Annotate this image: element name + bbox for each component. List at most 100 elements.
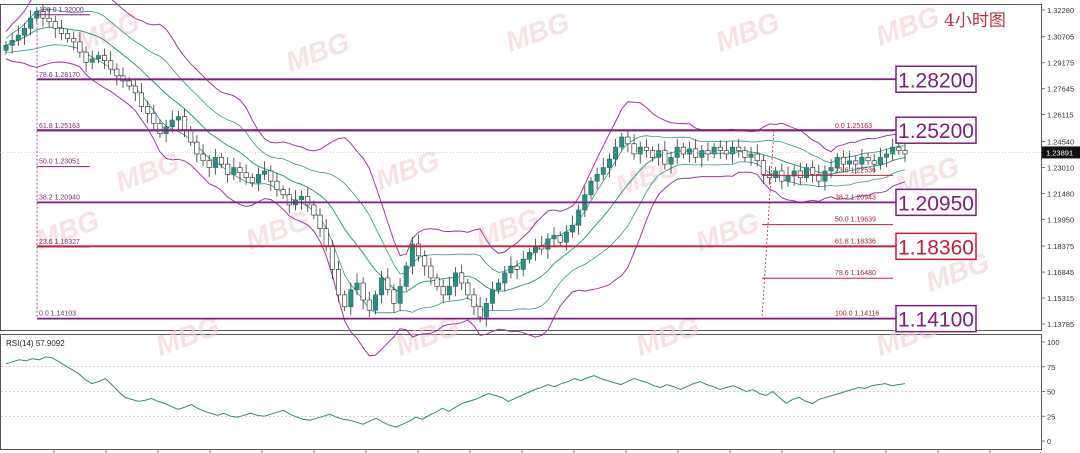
- candle-body: [711, 146, 717, 155]
- rsi-tick-label: 100: [1047, 338, 1060, 347]
- candle-body: [299, 196, 305, 201]
- fib-left-label: 78.6 1.28170: [39, 72, 80, 79]
- fib-left-label: 38.2 1.20940: [39, 195, 80, 202]
- candle-body: [305, 196, 311, 206]
- candle-body: [902, 150, 908, 155]
- candle-body: [514, 265, 520, 270]
- candle-body: [477, 306, 483, 318]
- rsi-tick-label: 0: [1047, 437, 1051, 446]
- candle-body: [489, 289, 495, 304]
- candle-body: [52, 21, 58, 29]
- key-level-box: [895, 304, 977, 333]
- candle-body: [520, 258, 526, 270]
- bollinger-inner-upper: [5, 8, 906, 275]
- fib-right-label: 50.0 1.19639: [835, 217, 876, 224]
- key-level-label: 1.28200: [898, 69, 974, 92]
- candle-body: [563, 231, 569, 243]
- fib-right-label: 0.0 1.25163: [835, 123, 872, 130]
- candle-body: [249, 177, 255, 184]
- price-tick-label: 1.21480: [1047, 189, 1074, 198]
- fib-left-label: 23.6 1.18327: [39, 239, 80, 246]
- candle-body: [884, 153, 890, 158]
- key-level-box: [895, 232, 977, 261]
- candle-body: [717, 146, 723, 151]
- fib-right-label: 100.0 1.14116: [835, 310, 879, 317]
- candle-body: [760, 160, 766, 175]
- price-tick-label: 1.23010: [1047, 163, 1074, 172]
- candle-body: [206, 160, 212, 168]
- candle-body: [742, 150, 748, 158]
- candle-body: [465, 282, 471, 296]
- candle-body: [785, 175, 791, 182]
- candle-body: [9, 39, 15, 46]
- candle-body: [545, 238, 551, 250]
- watermark-text: MBG: [711, 6, 783, 57]
- candle-body: [65, 33, 71, 39]
- candle-body: [446, 286, 452, 296]
- candle-body: [877, 157, 883, 165]
- candle-body: [231, 167, 237, 175]
- candle-body: [77, 41, 83, 53]
- time-axis-ticks: [53, 449, 991, 453]
- candle-body: [200, 153, 206, 162]
- candle-body: [403, 265, 409, 287]
- watermark-text: MBG: [371, 144, 443, 195]
- key-level-box: [895, 65, 977, 94]
- candle-body: [385, 277, 391, 291]
- candle-body: [255, 174, 261, 184]
- candle-body: [225, 163, 231, 175]
- candle-body: [434, 277, 440, 287]
- price-tick-label: 1.30705: [1047, 33, 1074, 42]
- candle-body: [3, 45, 9, 51]
- candle-body: [810, 167, 816, 175]
- rsi-series: [5, 356, 906, 428]
- candle-body: [459, 272, 465, 284]
- candle-body: [428, 265, 434, 279]
- candle-body: [600, 167, 606, 175]
- candle-body: [15, 34, 21, 41]
- candle-body: [114, 68, 120, 77]
- watermark-text: MBG: [31, 204, 103, 255]
- candle-body: [576, 209, 582, 226]
- candle-body: [767, 174, 773, 179]
- candle-body: [175, 116, 181, 121]
- key-level-box: [895, 188, 977, 217]
- candle-body: [668, 157, 674, 165]
- candle-body: [508, 265, 514, 274]
- candle-body: [736, 146, 742, 151]
- candle-body: [145, 106, 151, 114]
- fib-right-label: 78.6 1.16480: [835, 270, 876, 277]
- candle-body: [182, 116, 188, 131]
- watermark-text: MBG: [871, 0, 943, 51]
- candle-body: [656, 150, 662, 158]
- watermark-text: MBG: [501, 6, 573, 57]
- key-level-label: 1.14100: [898, 309, 974, 332]
- candle-body: [859, 157, 865, 165]
- candle-body: [686, 148, 692, 155]
- watermark-text: MBG: [241, 204, 313, 255]
- fib-right-label: 38.2 1.20943: [835, 194, 876, 201]
- candle-body: [317, 214, 323, 229]
- candle-body: [366, 299, 372, 311]
- candle-body: [336, 269, 342, 296]
- candle-body: [643, 146, 649, 151]
- candle-body: [551, 235, 557, 240]
- candle-body: [816, 174, 822, 182]
- candle-body: [212, 157, 218, 168]
- candle-body: [865, 157, 871, 162]
- rsi-indicator-label: RSI(14) 57.9092: [6, 339, 65, 348]
- candle-body: [773, 170, 779, 179]
- price-tick-label: 1.16845: [1047, 268, 1074, 277]
- candle-body: [188, 129, 194, 143]
- bollinger-lower: [5, 58, 906, 357]
- timeframe-label: 4小时图: [944, 11, 1006, 31]
- price-tick-label: 1.19950: [1047, 215, 1074, 224]
- candle-body: [791, 170, 797, 177]
- candle-body: [28, 17, 34, 29]
- candle-body: [379, 277, 385, 296]
- candle-body: [803, 167, 809, 179]
- candle-body: [828, 167, 834, 172]
- candle-body: [243, 172, 249, 179]
- rsi-tick-label: 25: [1047, 412, 1055, 421]
